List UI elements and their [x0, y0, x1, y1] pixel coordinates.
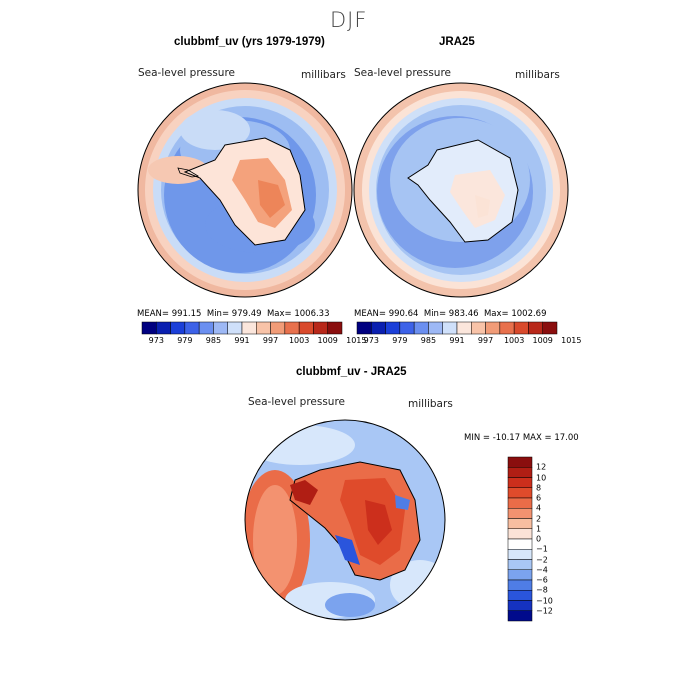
- panel2-colorbar: [356, 321, 558, 335]
- difference-colorbar-swatch: [507, 590, 533, 601]
- panel2-colorbar-swatch: [542, 321, 558, 335]
- difference-variable-label: Sea-level pressure: [248, 396, 346, 408]
- panel2-colorbar-ticks: 973 979 985 991 997 1003 1009 1015: [357, 336, 582, 348]
- difference-colorbar-swatch: [507, 549, 533, 560]
- difference-colorbar-swatch: [507, 477, 533, 488]
- difference-colorbar-tick-label: 1: [536, 524, 542, 534]
- panel2-mean-value: 990.64: [388, 309, 419, 319]
- difference-colorbar-tick-label: −8: [536, 585, 548, 595]
- panel1-variable-label: Sea-level pressure: [138, 67, 236, 79]
- panel1-min-label: Min=: [206, 309, 230, 319]
- difference-colorbar-tick-label: −12: [536, 606, 553, 616]
- panel2-colorbar-tick-label: 997: [477, 336, 494, 345]
- difference-colorbar-tick-label: −1: [536, 544, 548, 554]
- panel1-colorbar-swatch: [327, 321, 343, 335]
- difference-colorbar-tick-label: −6: [536, 575, 548, 585]
- difference-colorbar-swatch: [507, 518, 533, 529]
- panel2-mean-label: MEAN=: [354, 309, 386, 319]
- difference-colorbar-swatch: [507, 487, 533, 499]
- panel1-colorbar: [141, 321, 343, 335]
- difference-colorbar-tick-label: 4: [536, 503, 542, 513]
- panel1-min-value: 979.49: [231, 309, 262, 319]
- panel1-max-label: Max=: [266, 309, 292, 319]
- panel1-mean-label: MEAN=: [137, 309, 169, 319]
- panel2-colorbar-tick-label: 979: [392, 336, 408, 345]
- panel2-colorbar-tick-label: 973: [363, 336, 379, 345]
- panel1-colorbar-tick-label: 1003: [288, 336, 310, 345]
- panel2-max-label: Max=: [483, 309, 509, 319]
- panel2-colorbar-tick-label: 991: [449, 336, 465, 345]
- panel2-stats: MEAN= 990.64 Min= 983.46 Max= 1002.69: [354, 309, 547, 319]
- panel2-variable-label: Sea-level pressure: [354, 67, 452, 79]
- difference-units-label: millibars: [408, 398, 453, 410]
- panel2-colorbar-tick-label: 985: [420, 336, 437, 345]
- panel1-mean-value: 991.15: [171, 309, 202, 319]
- panel2-min-label: Min=: [423, 309, 447, 319]
- difference-colorbar-swatch: [507, 528, 533, 540]
- panel1-colorbar-ticks: 973 979 985 991 997 1003 1009 1015: [142, 336, 367, 348]
- panel1-colorbar-tick-label: 1015: [346, 336, 367, 345]
- panel2-colorbar-tick-label: 1015: [561, 336, 582, 345]
- difference-colorbar-tick-label: 8: [536, 483, 542, 493]
- panel1-colorbar-tick-label: 991: [234, 336, 250, 345]
- difference-colorbar-swatch: [507, 559, 533, 570]
- panel2-colorbar-tick-label: 1003: [503, 336, 525, 345]
- panel1-colorbar-tick-label: 973: [148, 336, 164, 345]
- panel2-min-value: 983.46: [448, 309, 479, 319]
- difference-colorbar-tick-label: −2: [536, 555, 548, 564]
- panel1-colorbar-tick-label: 997: [262, 336, 279, 345]
- panel1-units-label: millibars: [301, 69, 346, 81]
- difference-colorbar-swatch: [507, 508, 533, 519]
- difference-colorbar-ticks: 12 10 8 6 4 2 1 0 −1 −2 −4 −6 −8 −10 −12: [536, 457, 576, 621]
- difference-colorbar-swatch: [507, 538, 533, 550]
- difference-colorbar-swatch: [507, 600, 533, 611]
- difference-colorbar-swatch: [507, 569, 533, 581]
- panel1-colorbar-tick-label: 985: [205, 336, 222, 345]
- page-title: DJF: [330, 8, 368, 32]
- difference-colorbar-tick-label: 12: [536, 462, 547, 472]
- panel2-title: JRA25: [439, 36, 475, 48]
- difference-colorbar-swatch: [507, 497, 533, 509]
- panel1-max-value: 1006.33: [294, 309, 330, 319]
- panel1-stats: MEAN= 991.15 Min= 979.49 Max= 1006.33: [137, 309, 330, 319]
- difference-minmax: MIN = -10.17 MAX = 17.00: [464, 433, 579, 443]
- panel2-units-label: millibars: [515, 69, 560, 81]
- difference-colorbar-swatch: [507, 467, 533, 478]
- difference-colorbar-tick-label: −10: [536, 596, 553, 605]
- difference-colorbar-swatch: [507, 610, 533, 622]
- panel2-max-value: 1002.69: [511, 309, 547, 319]
- difference-colorbar: [507, 456, 533, 622]
- difference-colorbar-tick-label: 0: [536, 534, 542, 544]
- panel1-colorbar-tick-label: 1009: [317, 336, 338, 345]
- difference-colorbar-tick-label: 10: [536, 473, 547, 482]
- difference-colorbar-swatch: [507, 579, 533, 591]
- panel2-colorbar-tick-label: 1009: [532, 336, 553, 345]
- panel1-title: clubbmf_uv (yrs 1979-1979): [174, 36, 325, 48]
- panel1-colorbar-tick-label: 979: [177, 336, 193, 345]
- difference-title: clubbmf_uv - JRA25: [296, 366, 407, 378]
- difference-colorbar-tick-label: 2: [536, 514, 542, 523]
- difference-colorbar-tick-label: −4: [536, 565, 548, 575]
- difference-colorbar-tick-label: 6: [536, 493, 542, 503]
- difference-colorbar-swatch: [507, 456, 533, 468]
